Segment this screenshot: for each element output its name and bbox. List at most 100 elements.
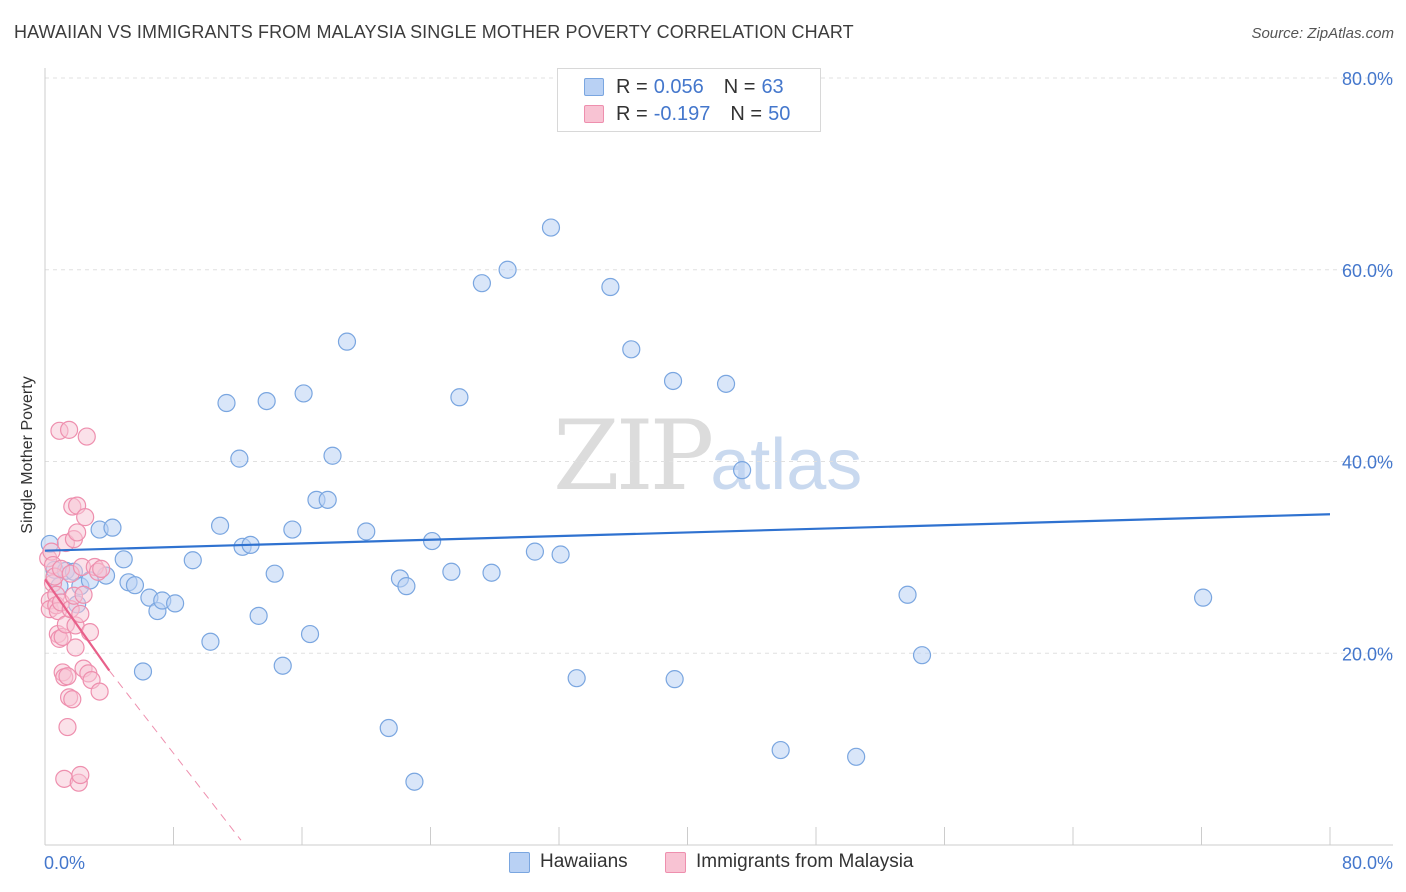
hawaiians-point — [337, 332, 357, 351]
hawaiians-point — [201, 632, 220, 651]
y-tick-label: 80.0% — [1342, 69, 1393, 89]
hawaiians-point — [125, 576, 145, 595]
hawaiians-point — [665, 670, 684, 689]
hawaiians-point — [357, 522, 376, 541]
watermark-zip: ZIP — [553, 400, 714, 512]
hawaiians-point — [551, 545, 570, 564]
hawaiians-trend-line — [44, 513, 1331, 552]
tick-labels: 20.0% 40.0% 60.0% 80.0% 0.0% 80.0% — [44, 69, 1393, 873]
malaysia-point — [71, 765, 90, 785]
malaysia-point — [68, 523, 87, 542]
legend-label-malaysia: Immigrants from Malaysia — [696, 851, 914, 872]
hawaiians-point — [265, 564, 284, 583]
malaysia-point — [63, 690, 82, 709]
legend-swatch-hawaiians — [509, 851, 530, 873]
hawaiians-point — [114, 550, 133, 569]
source-label: Source: ZipAtlas.com — [1251, 25, 1394, 42]
y-tick-label: 20.0% — [1342, 644, 1393, 664]
watermark: ZIPatlas — [553, 400, 862, 512]
y-tick-label: 40.0% — [1342, 453, 1393, 473]
legend-swatch-malaysia — [665, 851, 686, 873]
malaysia-trend-line — [44, 578, 111, 672]
hawaiians-point — [405, 772, 424, 791]
y-tick-label: 60.0% — [1342, 261, 1393, 281]
hawaiians-point — [323, 446, 342, 465]
chart-title: HAWAIIAN VS IMMIGRANTS FROM MALAYSIA SIN… — [14, 22, 854, 42]
malaysia-point — [58, 667, 77, 686]
hawaiians-point — [442, 562, 461, 581]
hawaiians-point — [183, 551, 202, 570]
hawaiians-point — [300, 624, 320, 644]
legend-item-hawaiians[interactable]: Hawaiians — [509, 851, 628, 873]
hawaiians-point — [912, 646, 932, 665]
hawaiians-point — [210, 516, 230, 535]
hawaiians-point — [450, 388, 469, 407]
hawaiians-point — [379, 718, 398, 738]
hawaiians-point — [716, 374, 736, 393]
hawaiians-point — [482, 563, 501, 582]
legend-row-malaysia: R = -0.197 N = 50 — [584, 102, 790, 126]
legend-swatch-blue — [584, 78, 604, 96]
x-tick-label-max: 80.0% — [1342, 853, 1393, 873]
hawaiians-point — [847, 747, 866, 766]
hawaiians-point — [498, 260, 517, 279]
hawaiians-point — [217, 393, 236, 413]
hawaiians-point — [541, 218, 561, 237]
legend-row-hawaiians: R = 0.056 N = 63 — [584, 75, 784, 99]
malaysia-point — [58, 717, 77, 737]
hawaiians-point — [472, 274, 491, 293]
malaysia-point — [66, 638, 85, 657]
grid-lines — [45, 77, 1393, 654]
malaysia-point — [76, 508, 95, 527]
malaysia-point — [92, 559, 111, 578]
hawaiians-point — [898, 585, 917, 604]
malaysia-point — [71, 604, 90, 624]
hawaiians-point — [663, 371, 683, 391]
legend-r-label: R = — [616, 102, 648, 125]
legend-swatch-pink — [584, 105, 604, 123]
malaysia-point — [77, 427, 96, 446]
malaysia-point — [90, 682, 109, 701]
hawaiians-points — [40, 218, 1213, 791]
hawaiians-point — [257, 391, 276, 411]
hawaiians-point — [166, 594, 185, 613]
legend-r-label: R = — [616, 75, 648, 98]
malaysia-point — [74, 585, 93, 604]
hawaiians-point — [397, 577, 416, 596]
legend-r-value: -0.197 — [653, 102, 711, 125]
legend-item-malaysia[interactable]: Immigrants from Malaysia — [665, 851, 914, 873]
stats-legend: R = 0.056 N = 63 R = -0.197 N = 50 — [557, 68, 821, 132]
hawaiians-point — [283, 520, 302, 539]
hawaiians-point — [601, 277, 620, 297]
y-axis-title: Single Mother Poverty — [19, 376, 36, 534]
legend-n-value: 63 — [761, 75, 784, 98]
hawaiians-point — [525, 542, 545, 561]
malaysia-point — [80, 623, 100, 642]
hawaiians-point — [567, 669, 586, 688]
legend-n-value: 50 — [768, 102, 791, 125]
x-tick-label-min: 0.0% — [44, 853, 85, 873]
hawaiians-point — [273, 656, 292, 675]
legend-label-hawaiians: Hawaiians — [540, 851, 628, 872]
hawaiians-point — [771, 740, 790, 760]
hawaiians-point — [294, 384, 313, 403]
legend-n-label: N = — [723, 75, 756, 98]
malaysia-point — [59, 420, 79, 439]
hawaiians-point — [133, 662, 153, 681]
hawaiians-point — [1194, 588, 1213, 607]
legend-n-label: N = — [730, 102, 763, 125]
hawaiians-point — [249, 606, 268, 625]
hawaiians-point — [423, 531, 442, 551]
malaysia-points — [39, 420, 111, 792]
hawaiians-point — [622, 340, 641, 359]
axes — [44, 68, 1393, 846]
hawaiians-point — [318, 490, 337, 509]
trend-lines — [44, 513, 1331, 841]
series-legend: Hawaiians Immigrants from Malaysia — [0, 851, 1406, 877]
malaysia-trend-extension — [108, 670, 242, 841]
legend-r-value: 0.056 — [653, 75, 704, 98]
hawaiians-point — [230, 449, 249, 468]
hawaiians-point — [103, 518, 122, 537]
hawaiians-point — [733, 461, 752, 480]
